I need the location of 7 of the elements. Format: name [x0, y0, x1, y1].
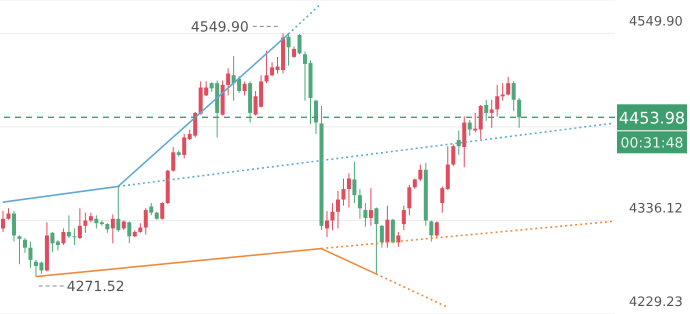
text: 00:31:48	[620, 135, 684, 152]
annotation: 4271.52	[66, 278, 125, 295]
y-tick-label: 4336.12	[629, 201, 683, 216]
y-tick-label: 4229.23	[629, 295, 683, 310]
ref-line-label: 4453.98	[618, 108, 686, 128]
annotation: 4549.90	[190, 19, 249, 36]
y-tick-label: 4549.90	[629, 14, 683, 30]
